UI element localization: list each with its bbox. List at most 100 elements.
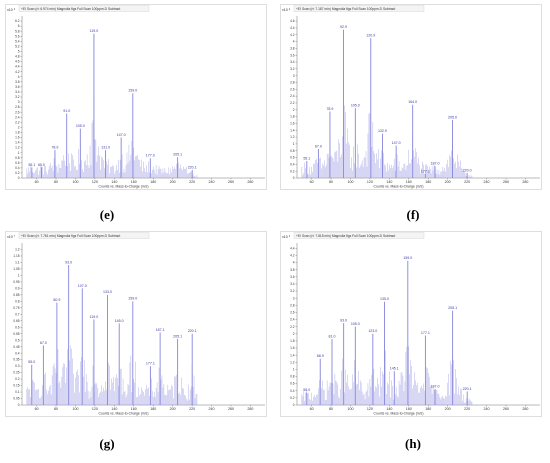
y-tick-label: 0.95 xyxy=(13,280,19,284)
y-tick-label: 0.3 xyxy=(15,364,20,368)
x-tick-label: 260 xyxy=(503,407,509,411)
y-tick-label: 4.4 xyxy=(290,26,295,30)
x-tick-label: 140 xyxy=(111,180,117,184)
y-multiplier-label: x10 ⁶ xyxy=(282,235,291,239)
spectrum-noise xyxy=(26,345,198,405)
spectrum-chart-h: +EI Scan (rt: 7.818 min) Magnolia flgs F… xyxy=(280,231,542,417)
panel-frame xyxy=(280,4,542,190)
y-tick-label: 3 xyxy=(293,296,295,300)
x-tick-label: 140 xyxy=(111,407,117,411)
chart-title: +EI Scan (rt: 6.974 min) Magnolia flgs F… xyxy=(21,7,120,11)
panel-frame xyxy=(5,231,267,417)
peak-label: 132.9 xyxy=(378,129,387,133)
y-tick-label: 0.4 xyxy=(290,162,295,166)
y-tick-label: 0.45 xyxy=(13,345,19,349)
peak-label: 147.0 xyxy=(392,141,401,145)
x-axis-label: Counts vs. Mass-to-Charge (m/z) xyxy=(374,412,424,416)
x-tick-label: 200 xyxy=(170,407,176,411)
peak-label: 177.1 xyxy=(421,169,430,173)
y-tick-label: 3 xyxy=(18,100,20,104)
y-tick-label: 0.1 xyxy=(15,390,20,394)
peak-label: 55.0 xyxy=(28,360,35,364)
peak-label: 78.9 xyxy=(326,107,333,111)
y-tick-label: 0.6 xyxy=(290,382,295,386)
x-tick-label: 280 xyxy=(522,180,528,184)
peak-label: 159.0 xyxy=(128,89,137,93)
peak-label: 220.1 xyxy=(188,165,197,169)
y-tick-label: 4 xyxy=(293,261,295,265)
x-axis-label: Counts vs. Mass-to-Charge (m/z) xyxy=(374,185,424,189)
x-tick-label: 280 xyxy=(522,407,528,411)
peak-label: 145.0 xyxy=(115,319,124,323)
x-tick-label: 220 xyxy=(189,180,195,184)
y-tick-label: 2.6 xyxy=(15,110,20,114)
y-tick-label: 2.4 xyxy=(290,318,295,322)
title-bar xyxy=(18,5,150,12)
x-tick-label: 140 xyxy=(386,407,392,411)
peak-label: 135.0 xyxy=(380,297,389,301)
y-tick-label: 1.2 xyxy=(290,360,295,364)
x-tick-label: 240 xyxy=(484,180,490,184)
peak-label: 133.0 xyxy=(103,290,112,294)
x-tick-label: 220 xyxy=(189,407,195,411)
x-tick-label: 120 xyxy=(92,407,98,411)
peak-label: 107.0 xyxy=(78,284,87,288)
caption-e: (e) xyxy=(99,207,115,222)
y-tick-label: 4.2 xyxy=(290,33,295,37)
x-tick-label: 80 xyxy=(329,407,333,411)
x-tick-label: 200 xyxy=(170,180,176,184)
y-tick-label: 0.9 xyxy=(15,286,20,290)
y-tick-label: 0.4 xyxy=(15,166,20,170)
y-tick-label: 1.2 xyxy=(15,248,20,252)
y-tick-label: 0 xyxy=(18,403,20,407)
y-tick-label: 1 xyxy=(293,142,295,146)
x-tick-label: 280 xyxy=(247,180,253,184)
x-tick-label: 80 xyxy=(54,180,58,184)
peak-label: 67.0 xyxy=(40,341,47,345)
y-tick-label: 2.8 xyxy=(290,303,295,307)
y-tick-label: 3.4 xyxy=(15,90,20,94)
x-tick-label: 240 xyxy=(484,407,490,411)
y-tick-label: 3.6 xyxy=(15,85,20,89)
x-tick-label: 60 xyxy=(310,407,314,411)
caption-h: (h) xyxy=(405,436,421,451)
y-tick-label: 0.4 xyxy=(290,389,295,393)
y-tick-label: 0.05 xyxy=(13,397,19,401)
x-axis: 60 80 100 120 140 160 180 200 220 240 260 280 xyxy=(310,178,528,184)
y-tick-label: 2 xyxy=(293,332,295,336)
panel-frame xyxy=(5,4,267,190)
y-tick-label: 0.55 xyxy=(13,332,19,336)
y-tick-label: 1.6 xyxy=(15,136,20,140)
peak-label: 159.0 xyxy=(403,256,412,260)
x-tick-label: 80 xyxy=(329,180,333,184)
y-tick-label: 2.4 xyxy=(15,115,20,119)
x-tick-label: 120 xyxy=(367,407,373,411)
x-tick-label: 260 xyxy=(503,180,509,184)
y-tick-label: 0.8 xyxy=(290,375,295,379)
y-tick-label: 4.2 xyxy=(15,70,20,74)
x-tick-label: 220 xyxy=(464,180,470,184)
y-tick-label: 0.75 xyxy=(13,306,19,310)
peak-label: 119.0 xyxy=(90,29,99,33)
y-multiplier-label: x10 ⁶ xyxy=(282,8,291,12)
y-tick-label: 0.8 xyxy=(15,299,20,303)
y-tick-label: 4.2 xyxy=(290,254,295,258)
y-tick-label: 0.6 xyxy=(15,325,20,329)
y-tick-label: 3.2 xyxy=(15,95,20,99)
x-tick-label: 100 xyxy=(72,407,78,411)
x-tick-label: 100 xyxy=(347,407,353,411)
y-tick-label: 1 xyxy=(18,274,20,278)
x-tick-label: 180 xyxy=(425,180,431,184)
y-axis: 0 0.2 0.4 0.6 0.8 1 1.2 1.4 1.6 1.8 2 2.2 2.4 2.6 2.8 3… xyxy=(290,246,297,407)
x-tick-label: 280 xyxy=(247,407,253,411)
y-tick-label: 1.4 xyxy=(15,141,20,145)
x-tick-label: 220 xyxy=(464,407,470,411)
x-tick-label: 100 xyxy=(72,180,78,184)
y-tick-label: 2.2 xyxy=(290,325,295,329)
x-axis: 60 80 100 120 140 160 180 200 220 240 260 280 xyxy=(35,178,253,184)
peak-label: 120.9 xyxy=(366,34,375,38)
y-tick-label: 0.8 xyxy=(290,149,295,153)
y-tick-label: 2 xyxy=(293,108,295,112)
y-tick-label: 0.8 xyxy=(15,156,20,160)
peak-label: 220.0 xyxy=(463,168,472,172)
